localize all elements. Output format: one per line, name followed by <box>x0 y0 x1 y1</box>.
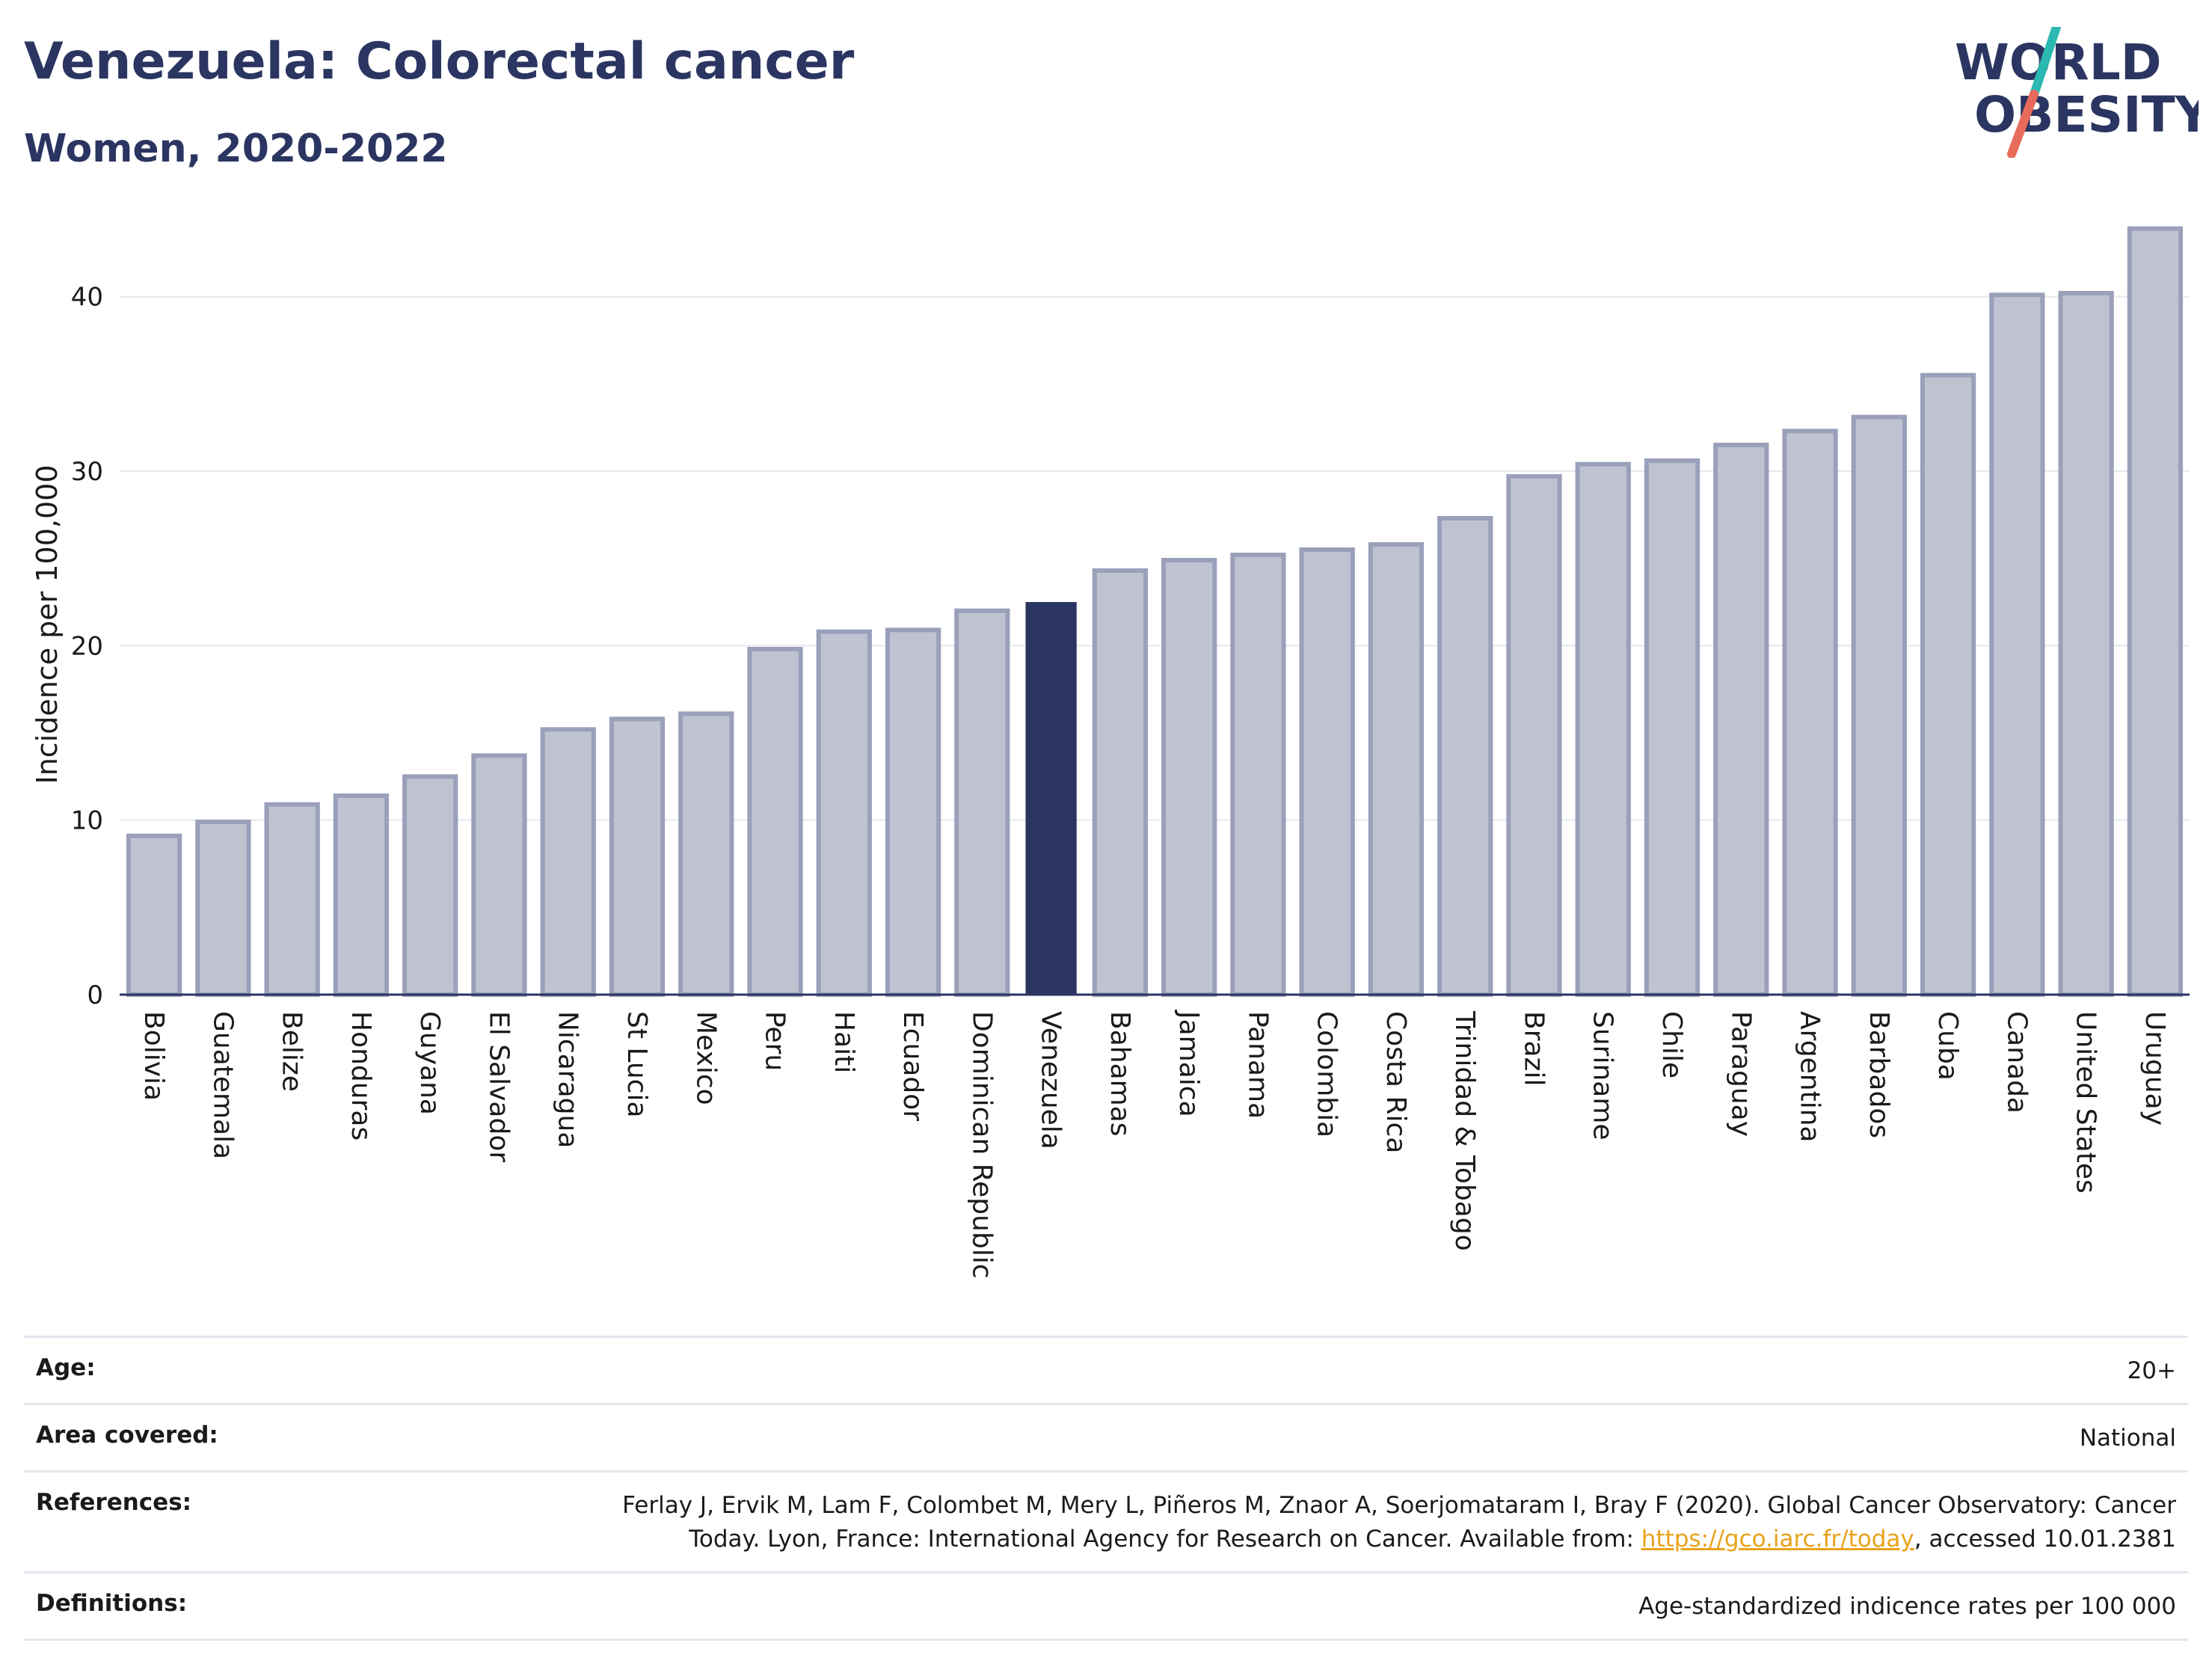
references-line2-post: , accessed 10.01.2381 <box>1914 1525 2176 1553</box>
bar-colombia <box>1299 547 1355 997</box>
bar-chile <box>1644 458 1701 997</box>
x-tick-label: Dominican Republic <box>966 1011 997 1279</box>
x-tick-label: Guyana <box>414 1011 445 1115</box>
x-tick-label: Guatemala <box>207 1011 238 1159</box>
y-tick-label: 40 <box>71 283 103 313</box>
bar-venezuela <box>1025 602 1077 995</box>
x-tick-label: Peru <box>760 1011 790 1071</box>
references-line1: Ferlay J, Ervik M, Lam F, Colombet M, Me… <box>622 1491 2176 1519</box>
meta-row-definitions: Definitions: Age-standardized indicence … <box>24 1570 2188 1641</box>
logo-slash-teal <box>2030 27 2061 99</box>
x-tick-label: Paraguay <box>1725 1011 1756 1137</box>
x-tick-label: United States <box>2071 1011 2101 1194</box>
x-tick-label: Uruguay <box>2139 1011 2170 1126</box>
bar-el-salvador <box>471 753 527 997</box>
references-value: Ferlay J, Ervik M, Lam F, Colombet M, Me… <box>622 1489 2176 1556</box>
x-tick-label: St Lucia <box>621 1011 652 1118</box>
references-link[interactable]: https://gco.iarc.fr/today <box>1641 1525 1914 1553</box>
chart-title: Venezuela: Colorectal cancer <box>24 32 855 91</box>
x-tick-label: El Salvador <box>483 1011 514 1162</box>
bar-st-lucia <box>609 716 666 997</box>
age-value: 20+ <box>2127 1357 2176 1384</box>
bar-peru <box>747 647 803 997</box>
definitions-value: Age-standardized indicence rates per 100… <box>1638 1592 2176 1620</box>
logo-slash-coral <box>2007 90 2039 158</box>
bar-paraguay <box>1713 443 1769 997</box>
definitions-label: Definitions: <box>36 1589 188 1617</box>
x-tick-label: Costa Rica <box>1380 1011 1411 1153</box>
bar-barbados <box>1851 414 1907 997</box>
x-tick-label: Bolivia <box>138 1011 169 1101</box>
bar-jamaica <box>1161 558 1217 997</box>
x-tick-label: Haiti <box>829 1011 859 1073</box>
x-tick-label: Cuba <box>1932 1011 1963 1081</box>
x-tick-label: Trinidad & Tobago <box>1449 1010 1480 1251</box>
x-tick-label: Nicaragua <box>553 1011 583 1148</box>
y-tick-label: 0 <box>87 980 103 1010</box>
chart-subtitle: Women, 2020-2022 <box>24 126 448 171</box>
x-tick-label: Colombia <box>1312 1011 1342 1137</box>
bar-bolivia <box>126 833 182 997</box>
bar-panama <box>1230 553 1286 997</box>
y-tick-label: 30 <box>71 457 103 487</box>
y-axis-title: Incidence per 100,000 <box>31 464 64 784</box>
bar-brazil <box>1506 474 1562 997</box>
x-tick-label: Jamaica <box>1173 1010 1204 1117</box>
bar-guyana <box>402 774 458 998</box>
metadata-table: Age: 20+ Area covered: National Referenc… <box>24 1336 2188 1641</box>
bar-cuba <box>1920 372 1976 997</box>
bar-guatemala <box>195 820 251 997</box>
x-tick-label: Ecuador <box>897 1011 928 1121</box>
area-label: Area covered: <box>36 1421 218 1449</box>
x-tick-label: Venezuela <box>1036 1011 1066 1149</box>
bar-argentina <box>1782 429 1838 997</box>
bar-suriname <box>1575 461 1631 997</box>
area-value: National <box>2079 1424 2176 1452</box>
bar-chart: 0 10 20 30 40 Incidence per 100,000 Bolivia Gua… <box>31 226 2190 1279</box>
x-tick-label: Brazil <box>1518 1011 1549 1086</box>
bar-belize <box>264 802 320 997</box>
references-label: References: <box>36 1488 192 1516</box>
bar-honduras <box>333 793 390 997</box>
bar-mexico <box>678 711 734 997</box>
world-obesity-logo: WORLD OBESITY <box>1955 27 2199 158</box>
bar-haiti <box>816 629 872 998</box>
x-tick-label: Chile <box>1656 1011 1687 1078</box>
x-tick-label: Panama <box>1242 1011 1273 1119</box>
references-line2-pre: Today. Lyon, France: International Agenc… <box>689 1525 1641 1553</box>
logo-text-obesity: OBESITY <box>1974 86 2199 144</box>
y-tick-label: 10 <box>71 806 103 836</box>
bar-ecuador <box>885 627 941 997</box>
meta-row-area: Area covered: National <box>24 1402 2188 1470</box>
x-tick-label: Barbados <box>1864 1011 1894 1138</box>
bar-nicaragua <box>540 727 596 997</box>
bar-dominican-republic <box>954 608 1010 997</box>
x-tick-label: Belize <box>277 1011 307 1092</box>
meta-row-age: Age: 20+ <box>24 1336 2188 1403</box>
x-tick-label: Canada <box>2001 1011 2032 1114</box>
x-tick-label: Bahamas <box>1105 1011 1135 1137</box>
x-tick-label: Argentina <box>1795 1011 1825 1143</box>
x-tick-label: Honduras <box>345 1011 376 1140</box>
bar-uruguay <box>2127 226 2184 998</box>
bar-united-states <box>2058 291 2114 997</box>
bar-trinidad-tobago <box>1437 516 1493 997</box>
meta-row-references: References: Ferlay J, Ervik M, Lam F, Co… <box>24 1470 2188 1571</box>
logo-text-world: WORLD <box>1955 34 2162 91</box>
x-tick-label: Suriname <box>1588 1011 1618 1140</box>
bar-canada <box>1989 292 2045 998</box>
y-tick-label: 20 <box>71 631 103 661</box>
age-label: Age: <box>36 1354 96 1381</box>
bar-costa-rica <box>1368 542 1425 997</box>
bar-bahamas <box>1092 568 1149 997</box>
x-tick-label: Mexico <box>690 1011 721 1105</box>
